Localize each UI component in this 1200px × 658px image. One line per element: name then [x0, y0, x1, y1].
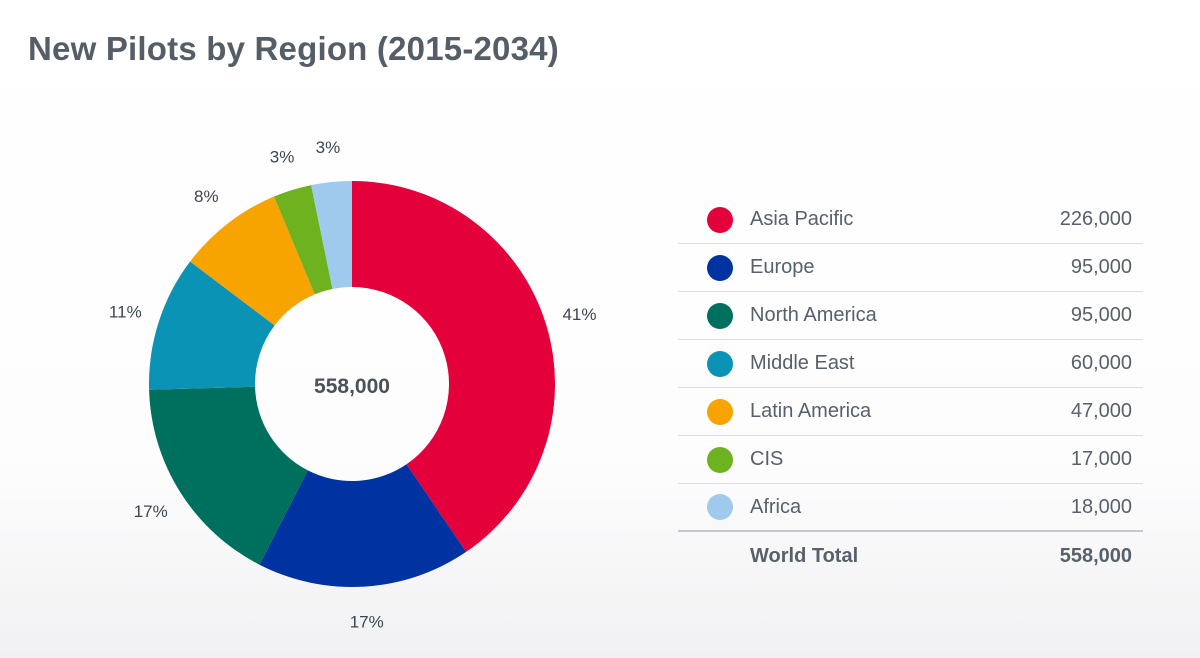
slice-middle-east	[149, 261, 275, 390]
legend-swatch-middle-east	[707, 350, 733, 377]
legend-name: CIS	[750, 448, 784, 470]
legend-value: 95,000	[1070, 304, 1132, 326]
legend-row-europe: Europe 95,000	[678, 244, 1143, 292]
legend-swatch-africa	[707, 494, 733, 520]
center-total-label: 558,000	[314, 375, 390, 398]
total-value: 558,000	[1059, 544, 1132, 567]
legend-swatch-europe	[707, 254, 733, 281]
legend-row-cis: CIS 17,000	[678, 436, 1143, 484]
legend-name: Latin America	[750, 400, 872, 422]
pct-label-europe: 17%	[350, 613, 384, 632]
legend-swatch-cis	[707, 446, 733, 473]
legend-table: Asia Pacific 226,000 Europe 95,000 North…	[678, 196, 1143, 580]
chart-title: New Pilots by Region (2015-2034)	[28, 30, 559, 67]
legend-total-row: World Total 558,000	[678, 532, 1143, 580]
legend-value: 60,000	[1070, 352, 1132, 374]
slice-europe	[259, 464, 467, 587]
slice-latin-america	[190, 196, 315, 326]
legend-swatch-asia-pacific	[707, 206, 733, 233]
slice-north-america	[149, 386, 308, 565]
slice-africa	[311, 181, 352, 289]
legend-name: Middle East	[750, 352, 855, 374]
pct-label-asia-pacific: 41%	[562, 305, 596, 324]
pct-label-middle-east: 11%	[109, 302, 142, 321]
legend-name: Europe	[750, 256, 815, 278]
legend-value: 226,000	[1059, 208, 1132, 230]
legend-value: 18,000	[1070, 495, 1132, 518]
pct-label-latin-america: 8%	[194, 187, 219, 206]
pct-label-north-america: 17%	[134, 502, 168, 521]
slice-cis	[274, 185, 333, 295]
pct-label-cis: 3%	[270, 148, 295, 167]
legend-row-latin-america: Latin America 47,000	[678, 388, 1143, 436]
legend-swatch-north-america	[707, 302, 733, 329]
legend-value: 47,000	[1070, 400, 1132, 422]
legend-value: 95,000	[1070, 256, 1132, 278]
pct-label-africa: 3%	[316, 138, 341, 157]
legend-name: Africa	[750, 495, 802, 518]
total-label: World Total	[750, 544, 859, 567]
legend-name: Asia Pacific	[750, 208, 854, 230]
legend-row-africa: Africa 18,000	[678, 484, 1143, 532]
legend-name: North America	[750, 304, 877, 326]
legend-value: 17,000	[1070, 448, 1132, 470]
slice-asia-pacific	[352, 181, 555, 552]
legend-row-middle-east: Middle East 60,000	[678, 340, 1143, 388]
legend-row-north-america: North America 95,000	[678, 292, 1143, 340]
legend-row-asia-pacific: Asia Pacific 226,000	[678, 196, 1143, 244]
legend-swatch-latin-america	[707, 398, 733, 425]
